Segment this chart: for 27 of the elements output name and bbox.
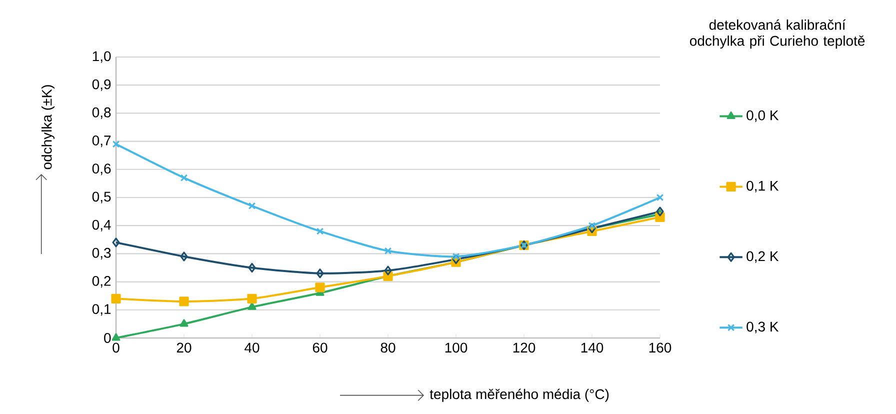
x-tick-label: 140 bbox=[581, 342, 604, 353]
x-tick-label: 100 bbox=[445, 342, 468, 353]
y-tick-label: 0,1 bbox=[92, 304, 111, 316]
x-tick-label: 120 bbox=[513, 342, 536, 353]
y-axis-title: odchylka (±K) bbox=[41, 85, 55, 170]
y-tick-label: 0,9 bbox=[92, 79, 111, 91]
legend-label: 0,1 K bbox=[746, 180, 779, 192]
y-tick-label: 0,7 bbox=[92, 136, 111, 148]
y-tick-label: 0 bbox=[104, 333, 111, 343]
x-tick-label: 40 bbox=[244, 342, 260, 353]
x-tick-label: 0 bbox=[112, 342, 120, 353]
y-tick-label: 1,0 bbox=[92, 51, 111, 63]
x-axis-title: teplota měřeného média (°C) bbox=[430, 388, 609, 402]
y-tick-label: 0,5 bbox=[92, 192, 111, 204]
legend-label: 0,0 K bbox=[746, 110, 779, 122]
x-tick-label: 80 bbox=[380, 342, 396, 353]
legend-label: 0,2 K bbox=[746, 251, 779, 263]
y-tick-label: 0,2 bbox=[92, 276, 111, 288]
legend-title: detekovaná kalibrační odchylka při Curieho teplotě bbox=[690, 19, 865, 49]
y-tick-label: 0,6 bbox=[92, 164, 111, 176]
y-tick-label: 0,4 bbox=[92, 220, 111, 232]
x-tick-label: 160 bbox=[649, 342, 672, 353]
y-tick-label: 0,8 bbox=[92, 107, 111, 119]
y-tick-label: 0,3 bbox=[92, 248, 111, 260]
x-tick-label: 60 bbox=[312, 342, 328, 353]
legend-label: 0,3 K bbox=[746, 322, 779, 334]
x-tick-label: 20 bbox=[176, 342, 192, 353]
